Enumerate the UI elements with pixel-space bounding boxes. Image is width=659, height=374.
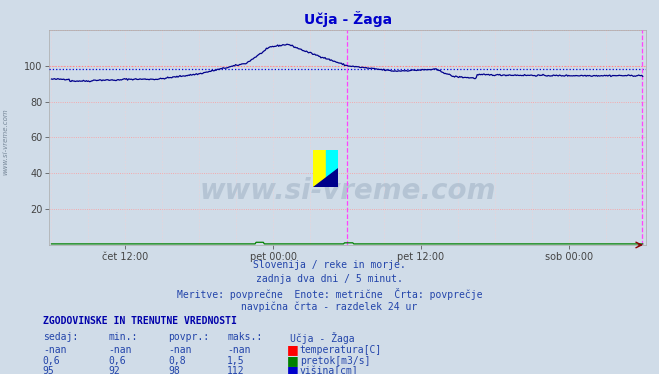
Text: min.:: min.: xyxy=(109,332,138,342)
Text: www.si-vreme.com: www.si-vreme.com xyxy=(200,177,496,205)
Text: sedaj:: sedaj: xyxy=(43,332,78,342)
Text: navpična črta - razdelek 24 ur: navpična črta - razdelek 24 ur xyxy=(241,301,418,312)
Text: -nan: -nan xyxy=(227,345,251,355)
Text: temperatura[C]: temperatura[C] xyxy=(300,345,382,355)
Bar xyxy=(326,150,338,187)
Text: ZGODOVINSKE IN TRENUTNE VREDNOSTI: ZGODOVINSKE IN TRENUTNE VREDNOSTI xyxy=(43,316,237,326)
Text: pretok[m3/s]: pretok[m3/s] xyxy=(300,356,370,366)
Text: 0,6: 0,6 xyxy=(109,356,127,366)
Polygon shape xyxy=(313,168,338,187)
Polygon shape xyxy=(326,150,338,165)
Text: 92: 92 xyxy=(109,366,121,374)
Text: Učja - Žaga: Učja - Žaga xyxy=(290,332,355,344)
Text: 0,8: 0,8 xyxy=(168,356,186,366)
Text: zadnja dva dni / 5 minut.: zadnja dva dni / 5 minut. xyxy=(256,274,403,284)
Text: Meritve: povprečne  Enote: metrične  Črta: povprečje: Meritve: povprečne Enote: metrične Črta:… xyxy=(177,288,482,300)
Text: -nan: -nan xyxy=(43,345,67,355)
Text: 0,6: 0,6 xyxy=(43,356,61,366)
Text: ■: ■ xyxy=(287,364,299,374)
Text: 98: 98 xyxy=(168,366,180,374)
Bar xyxy=(313,150,326,187)
Text: 95: 95 xyxy=(43,366,55,374)
Text: maks.:: maks.: xyxy=(227,332,262,342)
Text: -nan: -nan xyxy=(168,345,192,355)
Text: www.si-vreme.com: www.si-vreme.com xyxy=(2,109,9,175)
Text: ■: ■ xyxy=(287,343,299,356)
Text: Slovenija / reke in morje.: Slovenija / reke in morje. xyxy=(253,260,406,270)
Text: -nan: -nan xyxy=(109,345,132,355)
Text: 1,5: 1,5 xyxy=(227,356,245,366)
Title: Učja - Žaga: Učja - Žaga xyxy=(304,11,391,27)
Text: 112: 112 xyxy=(227,366,245,374)
Text: ■: ■ xyxy=(287,354,299,367)
Text: povpr.:: povpr.: xyxy=(168,332,209,342)
Text: višina[cm]: višina[cm] xyxy=(300,366,358,374)
